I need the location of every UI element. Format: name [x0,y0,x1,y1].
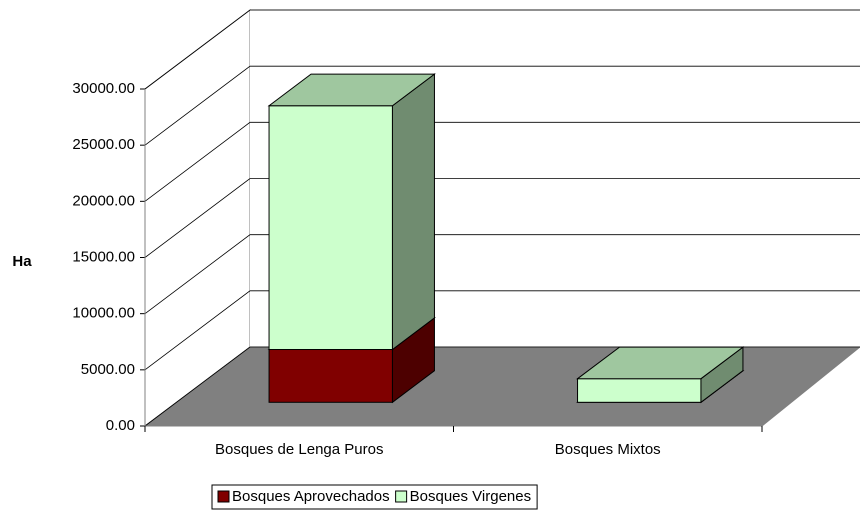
bar [577,378,702,403]
grid-line [144,9,860,90]
y-tick-label: 25000.00 [72,136,135,153]
y-tick-label: 30000.00 [72,80,135,97]
y-tick-label: 15000.00 [72,248,135,265]
bar [268,105,393,351]
legend-swatch [217,490,230,503]
y-axis-label: Ha [12,253,32,270]
y-tick-label: 10000.00 [72,305,135,322]
grid-line [144,178,860,258]
bar-top [267,73,436,107]
legend-label: Bosques Virgenes [410,488,531,505]
grid-line [144,121,860,202]
x-tick-label: Bosques de Lenga Puros [215,441,383,458]
y-tick-label: 20000.00 [72,192,135,209]
legend-label: Bosques Aprovechados [232,488,390,505]
grid-line [144,290,860,371]
x-tick-label: Bosques Mixtos [555,441,661,458]
grid-line [144,234,860,314]
bar [268,349,393,403]
y-tick-label: 0.00 [106,417,135,434]
legend: Bosques Aprovechados Bosques Virgenes [211,484,538,510]
bar-top [576,346,745,380]
legend-box [211,484,538,510]
grid-line [144,65,860,146]
y-tick-label: 5000.00 [81,361,135,378]
bar-side [391,73,435,351]
legend-swatch [395,490,408,503]
floor [143,346,860,427]
